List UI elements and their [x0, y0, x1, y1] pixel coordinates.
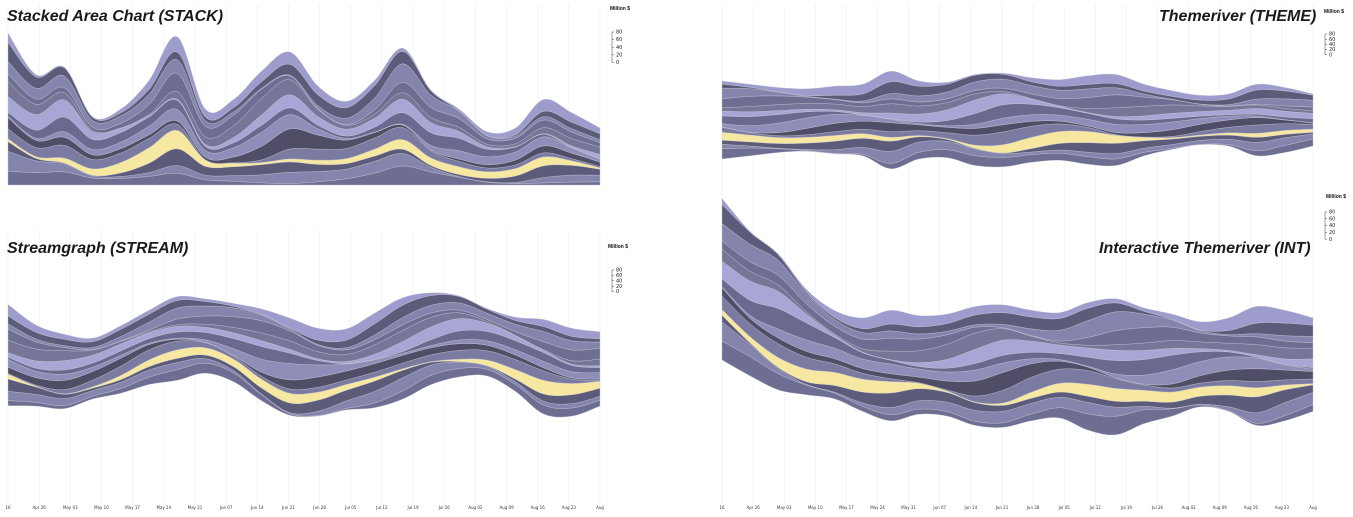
x-tick-label: Jul 26	[1151, 505, 1164, 510]
y-tick-label: 60	[1329, 216, 1335, 222]
theme-unit-label: Million $	[1324, 9, 1344, 15]
stream-layers	[721, 198, 1314, 436]
y-tick-label: 0	[1329, 52, 1332, 58]
stack-panel: 0 20 40 60 80 Stacked Area Chart (STACK) Mil…	[0, 0, 640, 200]
x-tick-label: Jul 05	[1058, 505, 1071, 510]
x-tick-label: Aug 09	[499, 505, 514, 510]
y-tick-label: 20	[1329, 47, 1335, 53]
x-tick-label: Aug 16	[1244, 505, 1259, 510]
x-tick-label: Aug 23	[562, 505, 577, 510]
y-tick-label: 80	[616, 268, 622, 274]
x-tick-label: Jun 28	[1026, 505, 1040, 510]
x-tick-label: May 03	[63, 505, 78, 510]
x-tick-label: Aug 02	[468, 505, 483, 510]
y-tick-label: 80	[1329, 210, 1335, 216]
y-tick-label: 60	[616, 37, 622, 43]
x-tick-label: 16	[5, 505, 11, 510]
x-tick-label: Jun 28	[312, 505, 326, 510]
y-tick-label: 0	[616, 60, 619, 66]
int-chart-title: Interactive Themeriver (INT)	[1099, 240, 1311, 257]
x-tick-label: Jul 12	[375, 505, 388, 510]
y-tick-label: 20	[1329, 230, 1335, 236]
stream-layer[interactable]	[721, 198, 1314, 332]
x-tick-label: Jun 14	[250, 505, 264, 510]
x-tick-label: Jun 07	[219, 505, 233, 510]
x-tick-label: Jul 19	[406, 505, 419, 510]
stream-unit-label: Million $	[608, 244, 628, 250]
stack-chart-title: Stacked Area Chart (STACK)	[7, 8, 224, 25]
x-tick-label: Jul 19	[1120, 505, 1133, 510]
stream-layers	[7, 32, 601, 186]
x-axis-date-labels: 16 Apr 26 May 03 May 10 May 17 May 24 May 31 Ju…	[5, 505, 604, 510]
x-tick-label: May 10	[808, 505, 823, 510]
y-tick-label: 40	[616, 278, 622, 284]
x-tick-label: May 17	[125, 505, 140, 510]
x-tick-label: May 03	[777, 505, 792, 510]
y-tick-label: 40	[1329, 223, 1335, 229]
y-tick-label: 20	[616, 52, 622, 58]
stream-chart-title: Streamgraph (STREAM)	[7, 240, 189, 257]
y-tick-label: 80	[616, 30, 622, 36]
int-panel: 0 20 40 60 80 16 Apr 26 May 03 May 10 May 17 May 2…	[718, 190, 1353, 517]
stream-layers	[721, 71, 1314, 169]
y-tick-label: 80	[1329, 32, 1335, 38]
x-tick-label: Jun 21	[995, 505, 1009, 510]
y-tick-label: 0	[1329, 237, 1332, 243]
x-tick-label: May 31	[901, 505, 916, 510]
stream-layer[interactable]	[7, 32, 601, 139]
stack-unit-label: Million $	[610, 6, 630, 12]
y-tick-label: 40	[1329, 42, 1335, 48]
x-tick-label: Jun 07	[932, 505, 946, 510]
y-tick-label: 0	[616, 289, 619, 295]
x-tick-label: May 24	[870, 505, 885, 510]
x-tick-label: Aug 23	[1275, 505, 1290, 510]
y-tick-label: 20	[616, 284, 622, 290]
stream-panel: 0 20 40 60 80 16 Apr 26 May 03 May 10 May 17 May 2…	[0, 230, 640, 517]
theme-panel: 0 20 40 60 80 Themeriver (THEME) Million $	[718, 0, 1353, 200]
x-tick-label: Jul 12	[1089, 505, 1102, 510]
x-tick-label: Aug 16	[531, 505, 546, 510]
x-tick-label: Aug 02	[1181, 505, 1196, 510]
x-tick-label: Aug	[1309, 505, 1317, 510]
stream-layers	[7, 292, 601, 418]
x-tick-label: Aug	[596, 505, 604, 510]
theme-chart-title: Themeriver (THEME)	[1159, 8, 1317, 25]
x-axis-date-labels: 16 Apr 26 May 03 May 10 May 17 May 24 May 31 Ju…	[719, 505, 1317, 510]
y-tick-label: 40	[616, 45, 622, 51]
stream-layer[interactable]	[7, 292, 601, 343]
stream-layer[interactable]	[721, 71, 1314, 101]
x-tick-label: Apr 26	[33, 505, 47, 510]
x-tick-label: May 17	[839, 505, 854, 510]
x-tick-label: Jun 21	[281, 505, 295, 510]
y-tick-label: 60	[1329, 37, 1335, 43]
x-tick-label: May 31	[188, 505, 203, 510]
x-tick-label: Jul 26	[438, 505, 451, 510]
x-tick-label: May 10	[94, 505, 109, 510]
x-tick-label: Aug 09	[1213, 505, 1228, 510]
x-tick-label: May 24	[156, 505, 171, 510]
x-tick-label: Apr 26	[746, 505, 760, 510]
x-tick-label: Jul 05	[344, 505, 357, 510]
y-tick-label: 60	[616, 273, 622, 279]
x-tick-label: 16	[719, 505, 725, 510]
int-unit-label: Million $	[1326, 194, 1346, 200]
x-tick-label: Jun 14	[964, 505, 978, 510]
